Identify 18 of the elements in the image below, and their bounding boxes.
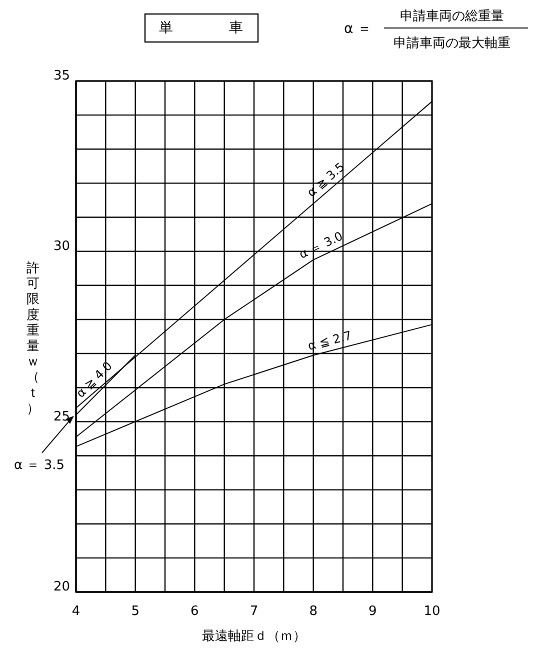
x-tick-label: 4 [72, 604, 80, 620]
chart-title: 単 車 [159, 20, 243, 36]
x-tick-label: 6 [190, 604, 199, 620]
y-tick-label: 25 [53, 409, 70, 424]
text: 申請車両の最大軸重 [394, 36, 510, 51]
x-tick-label: 8 [309, 604, 318, 620]
text: 許可限度重量ｗ（ｔ） [26, 261, 40, 416]
y-tick-label: 30 [53, 239, 70, 254]
x-tick-label: 10 [424, 604, 440, 620]
x-tick-label: 7 [250, 604, 258, 620]
annotation: α ＝ 3.5 [14, 458, 65, 473]
y-tick-label: 20 [53, 580, 70, 595]
x-tick-label: 9 [368, 604, 377, 620]
text: 申請車両の総重量 [400, 9, 504, 24]
x-axis-title: 最遠軸距ｄ（ｍ） [202, 629, 306, 644]
y-tick-label: 35 [53, 68, 70, 84]
text: α ＝ [344, 21, 372, 37]
x-tick-label: 5 [131, 604, 140, 620]
